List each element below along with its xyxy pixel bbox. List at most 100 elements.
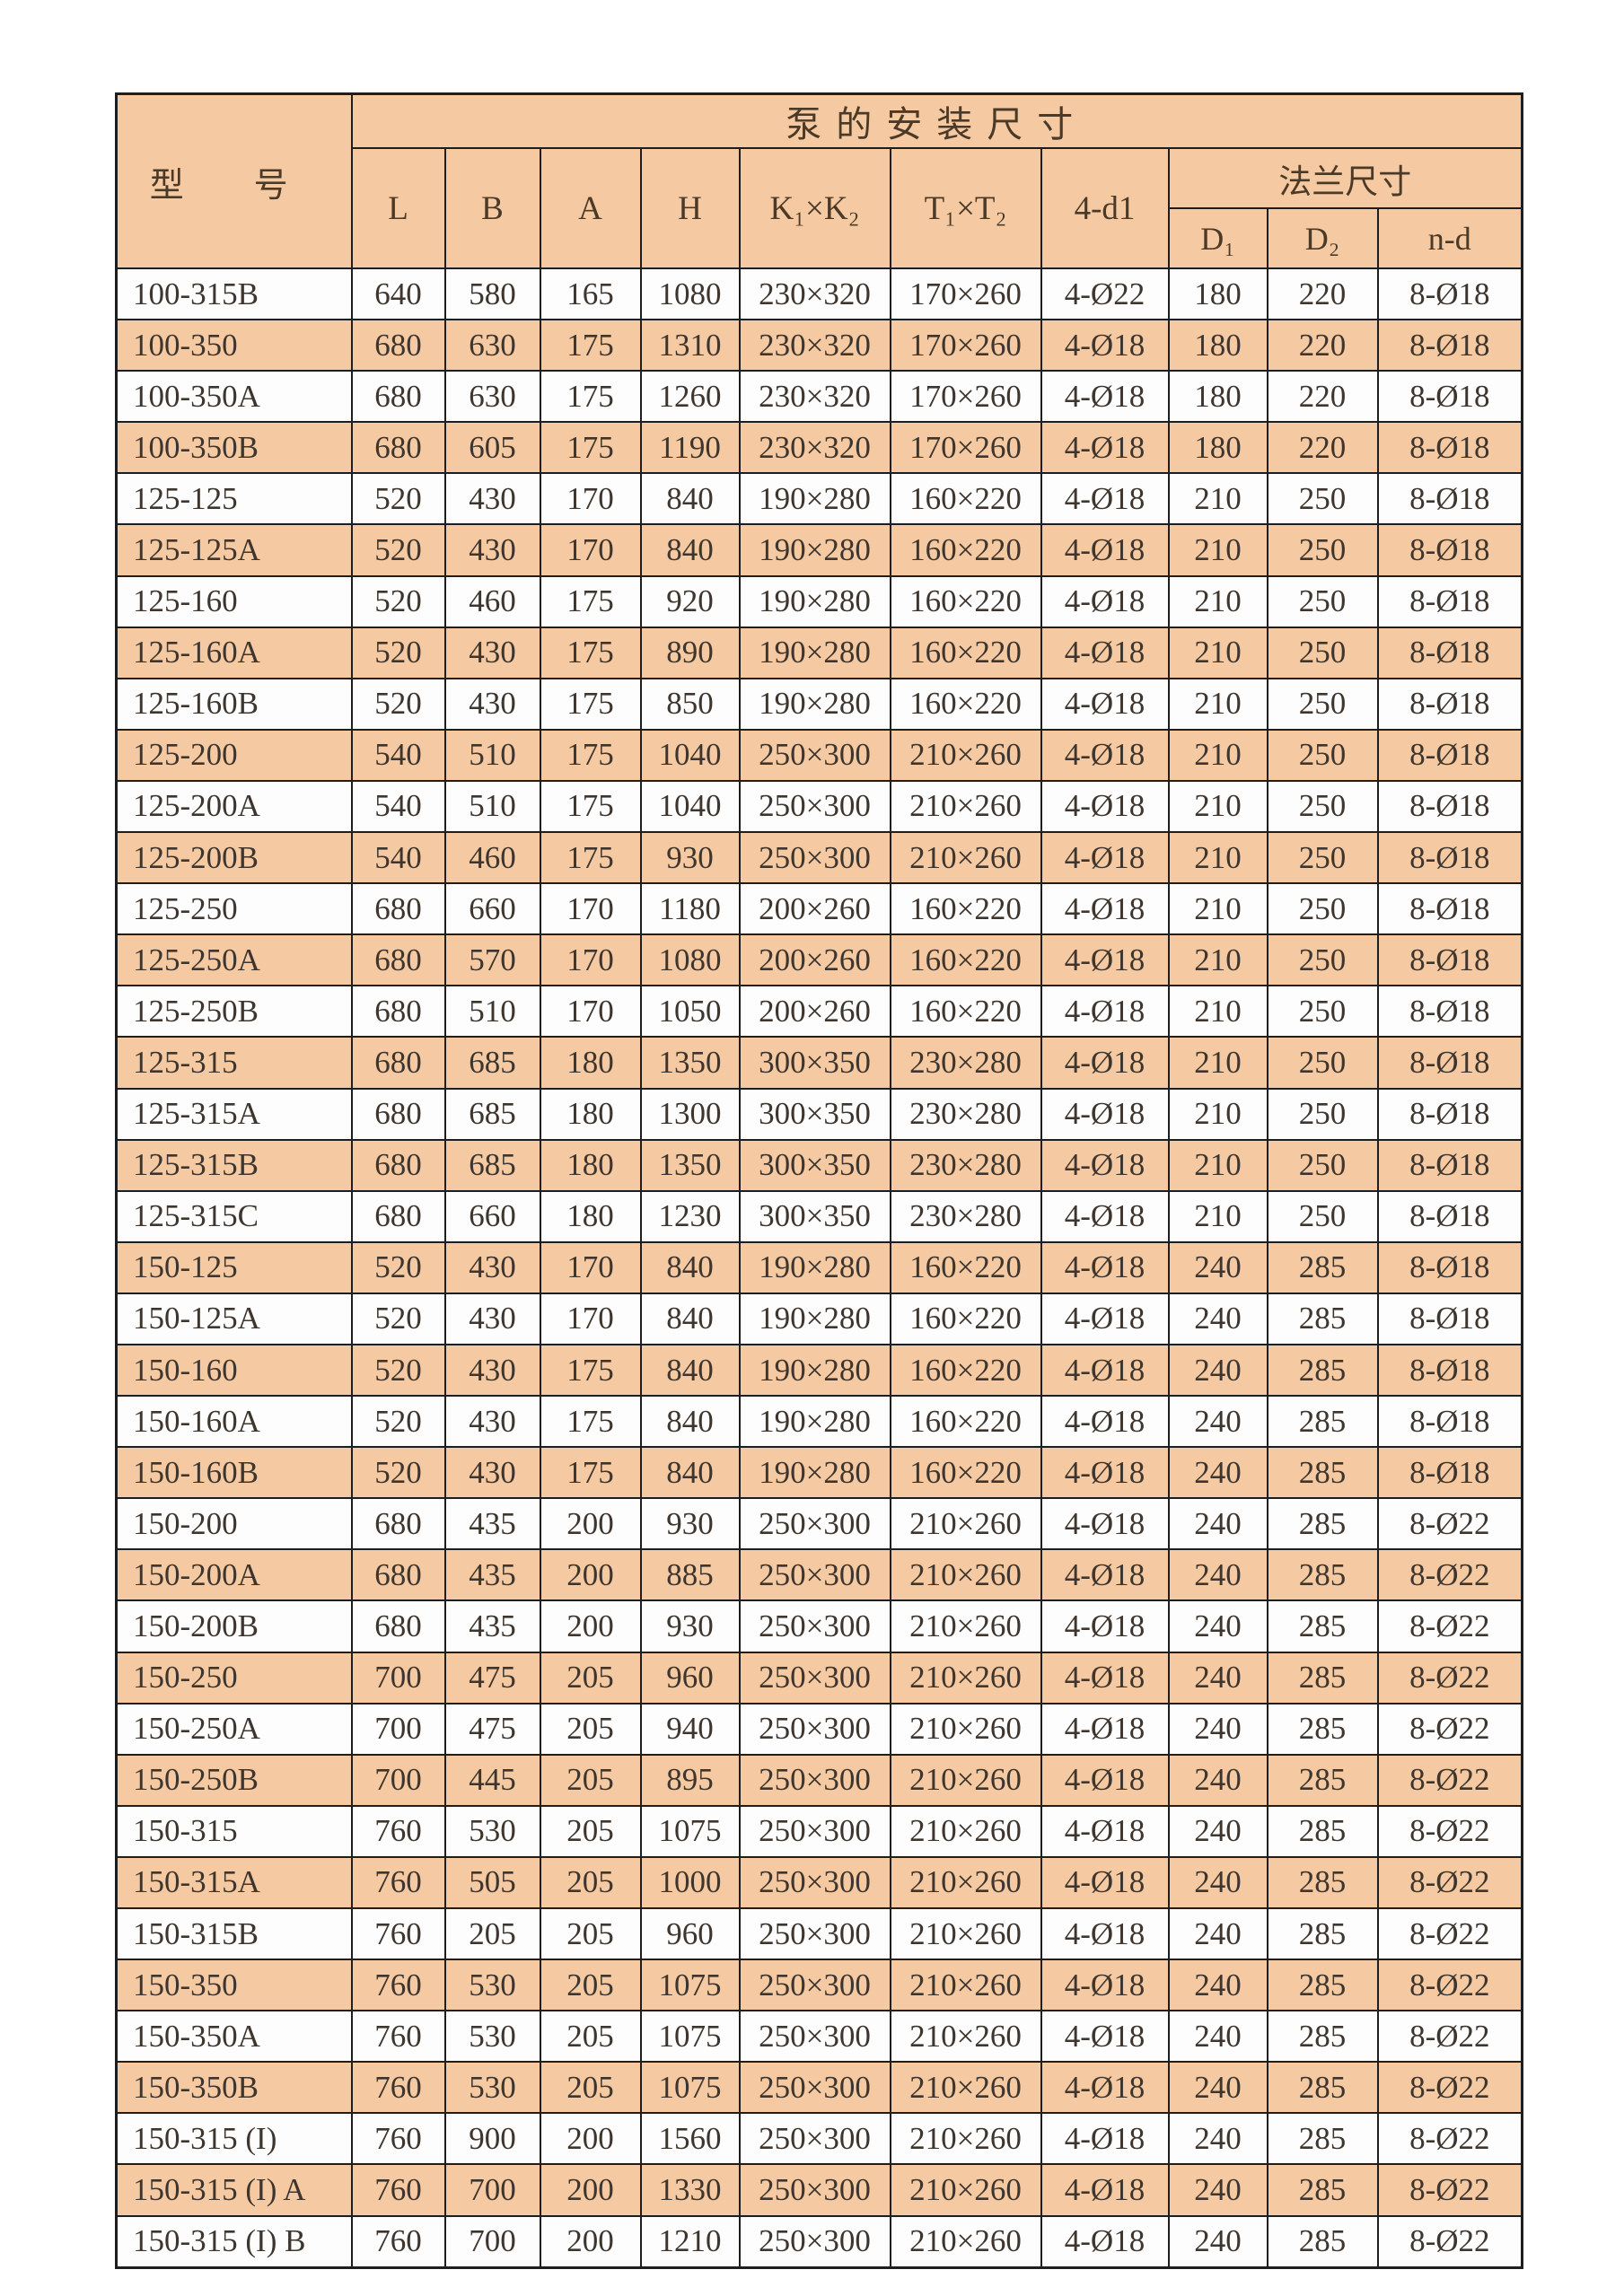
value-cell: 850	[639, 677, 741, 731]
table-row: 150-125 520 430 170 840 190×280 160×220 4-Ø18 24…	[115, 1240, 1523, 1294]
value-cell: 520	[350, 1395, 446, 1449]
value-cell: 760	[350, 1906, 446, 1961]
model-cell: 150-250	[115, 1651, 353, 1704]
value-cell: 250×300	[738, 2112, 891, 2166]
value-cell: 160×220	[889, 1343, 1042, 1398]
value-cell: 430	[443, 677, 541, 731]
value-cell: 210	[1167, 626, 1268, 679]
value-cell: 680	[350, 319, 446, 372]
value-cell: 250	[1266, 677, 1379, 731]
value-cell: 300×350	[738, 1189, 891, 1243]
value-cell: 175	[539, 370, 642, 424]
table-row: 150-315 (I) B 760 700 200 1210 250×300 210×260…	[115, 2214, 1523, 2269]
table-body: 100-315B 640 580 165 1080 230×320 170×260 4-Ø22…	[115, 267, 1523, 2269]
value-cell: 160×220	[889, 933, 1042, 987]
value-cell: 680	[350, 421, 446, 475]
value-cell: 210	[1167, 523, 1268, 577]
value-cell: 175	[539, 1395, 642, 1449]
value-cell: 240	[1167, 1292, 1268, 1345]
value-cell: 240	[1167, 1959, 1268, 2012]
table-row: 150-160B 520 430 175 840 190×280 160×220 4-Ø18 2…	[115, 1446, 1523, 1500]
value-cell: 8-Ø22	[1376, 2214, 1523, 2269]
model-cell: 150-250A	[115, 1702, 353, 1756]
value-cell: 160×220	[889, 472, 1042, 526]
value-cell: 190×280	[738, 1343, 891, 1398]
value-cell: 250	[1266, 1087, 1379, 1141]
value-cell: 220	[1266, 370, 1379, 424]
value-cell: 210×260	[889, 1548, 1042, 1602]
value-cell: 240	[1167, 1343, 1268, 1398]
value-cell: 180	[1167, 421, 1268, 475]
value-cell: 210×260	[889, 1599, 1042, 1653]
value-cell: 240	[1167, 1240, 1268, 1294]
value-cell: 4-Ø18	[1040, 1702, 1170, 1756]
value-cell: 240	[1167, 1702, 1268, 1756]
value-cell: 175	[539, 677, 642, 731]
value-cell: 890	[639, 626, 741, 679]
value-cell: 4-Ø18	[1040, 882, 1170, 936]
value-cell: 230×280	[889, 1189, 1042, 1243]
value-cell: 4-Ø18	[1040, 472, 1170, 526]
value-cell: 760	[350, 2214, 446, 2269]
table-row: 150-200A 680 435 200 885 250×300 210×260 4-Ø18 2…	[115, 1548, 1523, 1602]
value-cell: 475	[443, 1702, 541, 1756]
value-cell: 250	[1266, 1138, 1379, 1192]
value-cell: 1350	[639, 1138, 741, 1192]
value-cell: 8-Ø22	[1376, 1753, 1523, 1807]
value-cell: 8-Ø22	[1376, 1548, 1523, 1602]
col-header-a: A	[539, 147, 642, 269]
value-cell: 840	[639, 1292, 741, 1345]
value-cell: 180	[1167, 319, 1268, 372]
value-cell: 1230	[639, 1189, 741, 1243]
value-cell: 660	[443, 882, 541, 936]
value-cell: 700	[443, 2214, 541, 2269]
value-cell: 250×300	[738, 2163, 891, 2217]
value-cell: 285	[1266, 1240, 1379, 1294]
value-cell: 8-Ø22	[1376, 1959, 1523, 2012]
value-cell: 250×300	[738, 2214, 891, 2269]
model-cell: 150-200B	[115, 1599, 353, 1653]
value-cell: 4-Ø18	[1040, 319, 1170, 372]
value-cell: 160×220	[889, 574, 1042, 628]
value-cell: 210	[1167, 574, 1268, 628]
model-cell: 125-200	[115, 728, 353, 782]
model-column-header: 型 号	[115, 92, 353, 269]
table-row: 125-315C 680 660 180 1230 300×350 230×280 4-Ø18…	[115, 1189, 1523, 1243]
col-header-l: L	[350, 147, 446, 269]
value-cell: 175	[539, 1343, 642, 1398]
value-cell: 430	[443, 1343, 541, 1398]
value-cell: 885	[639, 1548, 741, 1602]
table-row: 150-250A 700 475 205 940 250×300 210×260 4-Ø18 2…	[115, 1702, 1523, 1756]
value-cell: 210	[1167, 728, 1268, 782]
value-cell: 8-Ø18	[1376, 882, 1523, 936]
value-cell: 250	[1266, 779, 1379, 834]
table-row: 125-315B 680 685 180 1350 300×350 230×280 4-Ø18…	[115, 1138, 1523, 1192]
value-cell: 4-Ø18	[1040, 933, 1170, 987]
value-cell: 200	[539, 1548, 642, 1602]
value-cell: 840	[639, 472, 741, 526]
value-cell: 8-Ø22	[1376, 1702, 1523, 1756]
value-cell: 8-Ø18	[1376, 472, 1523, 526]
value-cell: 840	[639, 1446, 741, 1500]
value-cell: 250×300	[738, 728, 891, 782]
value-cell: 430	[443, 523, 541, 577]
value-cell: 930	[639, 831, 741, 885]
value-cell: 640	[350, 267, 446, 321]
value-cell: 210	[1167, 831, 1268, 885]
value-cell: 250	[1266, 626, 1379, 679]
value-cell: 220	[1266, 421, 1379, 475]
value-cell: 285	[1266, 1753, 1379, 1807]
value-cell: 205	[539, 1959, 642, 2012]
value-cell: 240	[1167, 2112, 1268, 2166]
value-cell: 230×320	[738, 421, 891, 475]
table-row: 150-315B 760 205 205 960 250×300 210×260 4-Ø18 2…	[115, 1906, 1523, 1961]
value-cell: 8-Ø18	[1376, 1446, 1523, 1500]
value-cell: 530	[443, 2061, 541, 2115]
value-cell: 920	[639, 574, 741, 628]
value-cell: 520	[350, 574, 446, 628]
value-cell: 930	[639, 1497, 741, 1551]
value-cell: 8-Ø18	[1376, 1036, 1523, 1090]
model-cell: 150-315 (I) A	[115, 2163, 353, 2217]
value-cell: 1560	[639, 2112, 741, 2166]
